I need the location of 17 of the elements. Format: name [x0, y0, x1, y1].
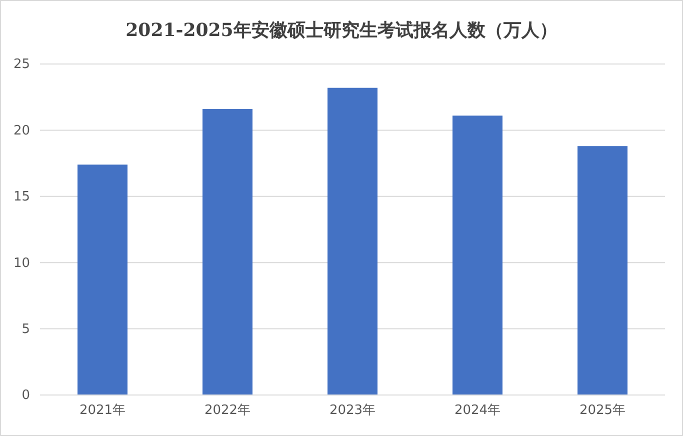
x-tick-label: 2025年	[579, 403, 626, 418]
x-tick-label: 2022年	[204, 403, 251, 418]
bar	[578, 146, 628, 395]
x-tick-label: 2024年	[454, 403, 501, 418]
y-tick-label: 15	[13, 190, 30, 205]
y-tick-label: 20	[13, 123, 30, 138]
y-tick-label: 5	[22, 322, 30, 337]
bar	[202, 109, 252, 395]
chart-title: 2021-2025年安徽硕士研究生考试报名人数（万人）	[126, 20, 558, 41]
y-tick-label: 0	[22, 388, 30, 404]
bar	[328, 88, 378, 395]
x-tick-label: 2021年	[79, 403, 126, 418]
y-tick-label: 10	[13, 256, 30, 271]
y-tick-label: 25	[13, 57, 30, 72]
bar	[78, 164, 128, 395]
x-tick-label: 2023年	[329, 403, 376, 418]
bar	[452, 116, 502, 395]
